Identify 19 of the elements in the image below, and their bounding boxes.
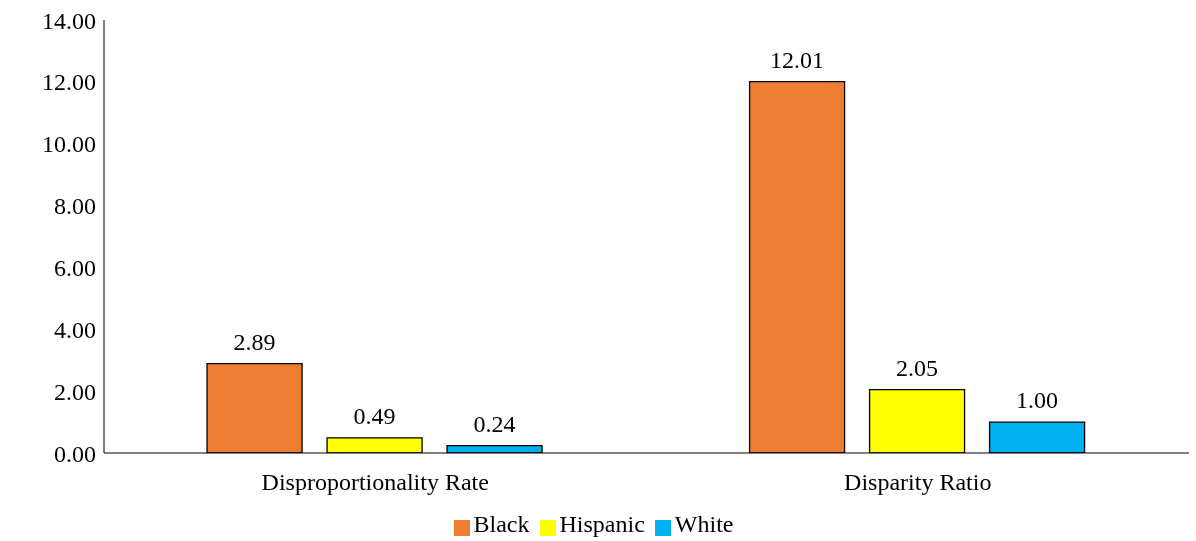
y-tick-label: 8.00 [54,193,96,220]
legend-label: Hispanic [559,511,645,537]
data-label: 0.49 [353,402,396,429]
x-tick-label: Disproportionality Rate [261,469,489,496]
y-tick-label: 4.00 [54,316,96,343]
y-tick-label: 0.00 [54,440,96,467]
y-tick-label: 6.00 [54,254,96,281]
y-tick-label: 14.00 [42,7,96,34]
legend-label: Black [473,511,530,537]
data-label: 0.24 [473,410,516,437]
y-tick-label: 10.00 [42,131,96,158]
x-tick-label: Disparity Ratio [844,469,992,496]
data-label: 1.00 [1016,387,1059,414]
data-label: 2.89 [233,328,276,355]
legend-label: White [674,511,734,537]
data-label: 12.01 [770,46,825,73]
y-tick-label: 12.00 [42,69,96,96]
data-label: 2.05 [896,354,939,381]
y-tick-label: 2.00 [54,378,96,405]
